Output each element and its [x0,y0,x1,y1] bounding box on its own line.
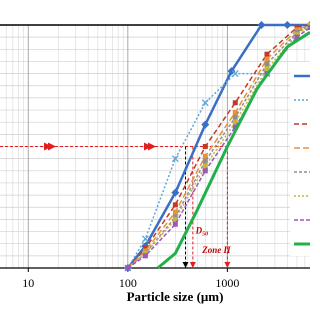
x-tick-label: 10 [22,276,34,290]
point [264,61,270,67]
page: {"chart_data": {"type": "line", "log_x":… [0,21,310,304]
x-axis-label: Particle size (μm) [127,289,224,304]
point [232,114,238,120]
series-line [127,24,310,269]
point [232,119,238,125]
point [231,70,239,78]
arrow-marker [44,142,56,151]
point [227,67,236,76]
arrow-marker [144,142,156,151]
point [202,144,208,149]
point [172,216,178,222]
point [171,155,179,163]
series-line [127,24,310,269]
point [264,56,270,62]
arrow-head [224,262,231,268]
point [172,209,178,215]
point [232,124,238,130]
point [202,158,208,164]
point [142,253,148,259]
point [307,24,310,30]
x-tick-label: 100 [119,276,137,290]
series-line [127,24,310,269]
point [141,235,149,243]
point [172,202,178,208]
point [232,100,238,106]
point [232,109,238,115]
point [201,120,210,129]
series-line [127,26,310,269]
arrow-head [189,262,196,268]
series-line [126,23,310,269]
point [202,168,208,174]
annotation: D50 [195,226,209,238]
point [264,51,270,57]
point [283,21,292,29]
annotation-sub: 50 [202,232,208,238]
point [201,99,209,107]
point [264,66,270,72]
x-tick-label: 1000 [215,276,239,290]
point [172,221,178,227]
point [125,265,131,271]
point [202,163,208,169]
series-line [127,26,310,269]
point [294,34,300,40]
series-line [156,31,310,270]
chart: Particle size (μm) 10 100 1000 D50 Zone II [0,21,310,304]
legend-box [290,62,310,256]
arrow-head [182,262,189,268]
annotation: Zone II [201,245,231,255]
point [202,153,208,159]
point [171,188,180,197]
point [257,21,266,29]
